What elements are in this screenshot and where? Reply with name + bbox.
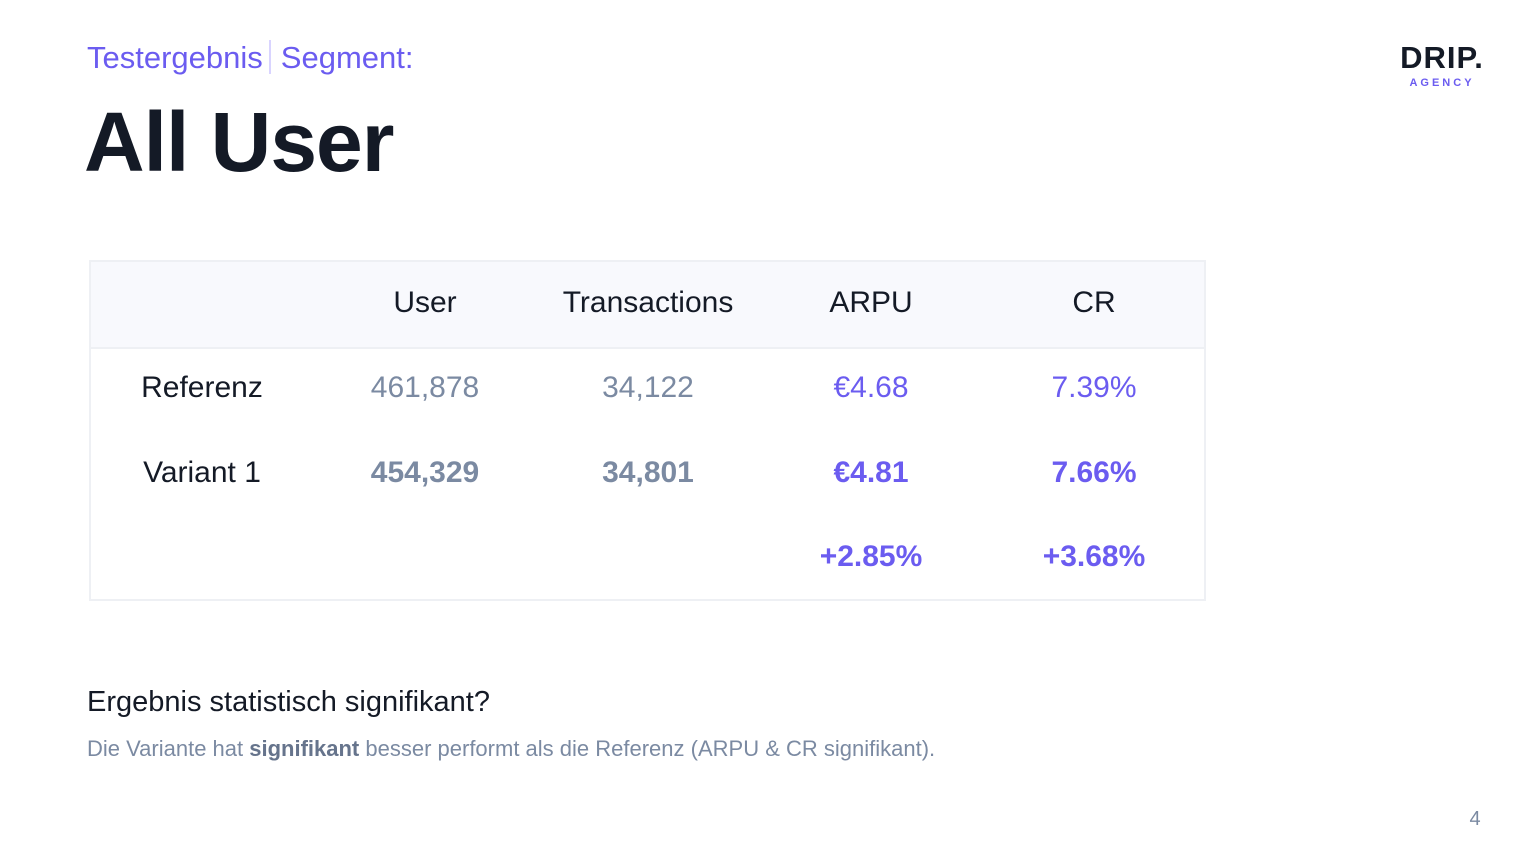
slide-kicker: Testergebnis Segment: <box>87 40 413 76</box>
column-header-arpu: ARPU <box>829 286 913 319</box>
logo-subtitle: AGENCY <box>1409 77 1475 89</box>
drip-agency-logo: DRIP. AGENCY <box>1396 40 1488 90</box>
page-title: All User <box>84 95 394 189</box>
logo-wordmark: DRIP. <box>1400 40 1484 75</box>
cell-user: 454,329 <box>370 456 480 489</box>
cell-arpu: €4.68 <box>833 371 909 404</box>
cell-user: 461,878 <box>370 371 480 404</box>
column-header-user: User <box>393 286 457 319</box>
results-table: User Transactions ARPU CR Referenz 461,8… <box>89 260 1206 601</box>
kicker-segment: Segment: <box>280 40 414 75</box>
significance-question: Ergebnis statistisch signifikant? <box>87 686 490 718</box>
cell-transactions: 34,122 <box>602 371 694 404</box>
cell-cr: 7.66% <box>1051 456 1137 489</box>
kicker-label: Testergebnis <box>87 40 263 75</box>
table-header-row: User Transactions ARPU CR <box>91 262 1204 349</box>
cell-transactions: 34,801 <box>602 456 694 489</box>
kicker-divider <box>268 40 271 74</box>
row-label: Variant 1 <box>143 456 261 489</box>
page-number: 4 <box>1469 808 1481 830</box>
answer-text-bold: signifikant <box>249 736 360 761</box>
significance-answer: Die Variante hat signifikant besser perf… <box>87 736 935 762</box>
cell-arpu-uplift: +2.85% <box>819 540 923 573</box>
column-header-cr: CR <box>1072 286 1116 319</box>
cell-cr: 7.39% <box>1051 371 1137 404</box>
answer-text-before: Die Variante hat <box>87 736 250 761</box>
column-header-transactions: Transactions <box>562 286 734 319</box>
answer-text-after: besser performt als die Referenz (ARPU &… <box>359 736 936 761</box>
row-label: Referenz <box>141 371 263 404</box>
cell-arpu: €4.81 <box>833 456 909 489</box>
cell-cr-uplift: +3.68% <box>1042 540 1146 573</box>
